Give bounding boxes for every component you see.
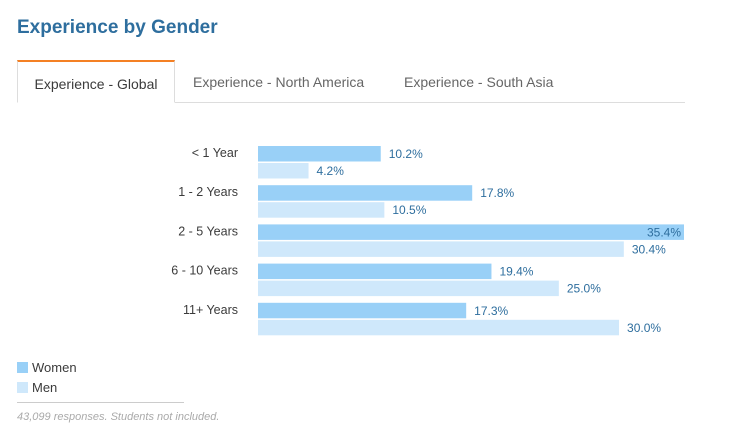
data-label: 25.0% xyxy=(567,282,601,296)
data-label: 4.2% xyxy=(317,164,345,178)
data-label: 19.4% xyxy=(499,265,533,279)
data-label: 17.3% xyxy=(474,304,508,318)
category-label: 6 - 10 Years xyxy=(171,264,238,278)
legend-label-men: Men xyxy=(32,380,58,395)
bar-women xyxy=(258,146,381,162)
tab-experience-south-asia[interactable]: Experience - South Asia xyxy=(404,74,554,90)
divider xyxy=(17,402,184,403)
category-label: 1 - 2 Years xyxy=(178,185,238,199)
category-label: 2 - 5 Years xyxy=(178,224,238,238)
data-label: 10.2% xyxy=(389,147,423,161)
tab-experience-global[interactable]: Experience - Global xyxy=(17,60,175,103)
data-label: 35.4% xyxy=(647,225,681,239)
legend-item-women: Women xyxy=(17,359,77,379)
bar-men xyxy=(258,241,624,257)
bar-men xyxy=(258,163,309,179)
data-label: 30.0% xyxy=(627,321,661,335)
bar-men xyxy=(258,319,620,336)
legend-label-women: Women xyxy=(32,360,77,375)
data-label: 17.8% xyxy=(480,186,514,200)
bar-women xyxy=(258,185,473,201)
data-label: 30.4% xyxy=(632,242,666,256)
bar-women xyxy=(258,263,492,280)
tab-experience-north-america[interactable]: Experience - North America xyxy=(193,74,365,90)
tab-bar: Experience - Global Experience - North A… xyxy=(17,60,685,103)
footnote: 43,099 responses. Students not included. xyxy=(17,411,220,423)
bar-women xyxy=(258,224,684,240)
category-label: 11+ Years xyxy=(183,303,238,317)
bar-men xyxy=(258,280,559,297)
category-label: < 1 Year xyxy=(192,146,238,160)
data-label: 10.5% xyxy=(392,203,426,217)
legend-swatch-women xyxy=(17,362,28,373)
legend-swatch-men xyxy=(17,382,28,393)
legend: Women Men xyxy=(17,359,77,399)
bar-men xyxy=(258,202,385,218)
legend-item-men: Men xyxy=(17,379,77,399)
bar-women xyxy=(258,302,467,319)
chart-title: Experience by Gender xyxy=(17,17,218,38)
